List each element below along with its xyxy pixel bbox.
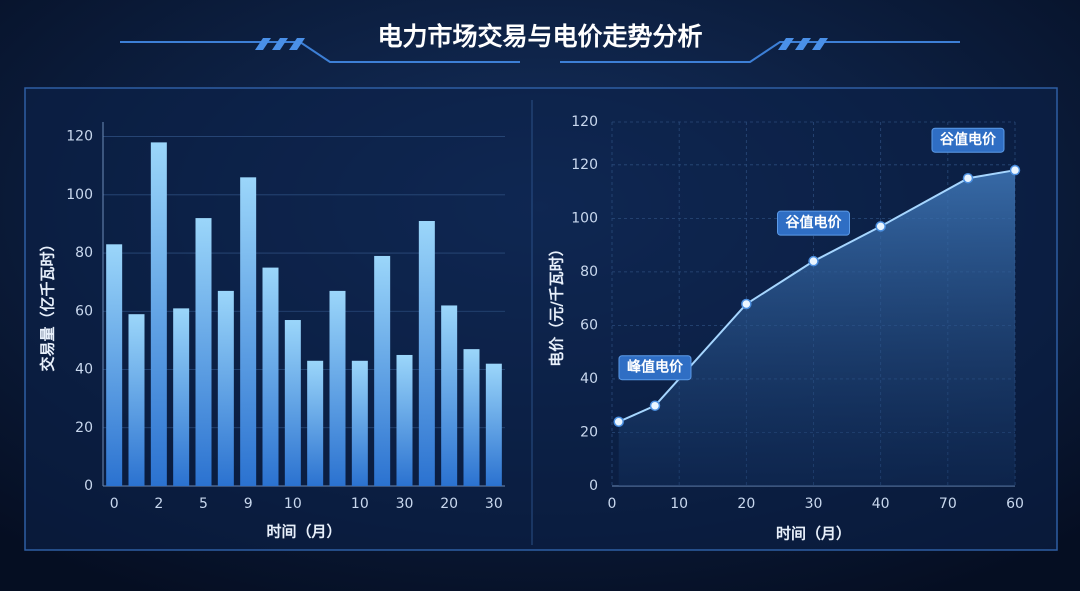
x-tick-label: 30 bbox=[396, 496, 414, 512]
bar bbox=[262, 267, 279, 486]
y-tick-label: 80 bbox=[580, 264, 598, 280]
x-tick-label: 30 bbox=[485, 496, 503, 512]
x-tick-label: 10 bbox=[670, 496, 688, 512]
point bbox=[1009, 164, 1021, 176]
x-tick-label: 40 bbox=[872, 496, 890, 512]
y-tick-label: 40 bbox=[75, 362, 93, 378]
bar bbox=[106, 244, 123, 486]
bar bbox=[173, 308, 190, 486]
bar bbox=[307, 360, 324, 486]
annotation: 峰值电价 bbox=[627, 359, 684, 376]
bar bbox=[128, 314, 145, 486]
annotation-box bbox=[618, 355, 692, 381]
y-tick-label: 80 bbox=[75, 245, 93, 261]
bar bbox=[240, 177, 257, 486]
bar bbox=[485, 363, 502, 486]
x-tick-label: 20 bbox=[737, 496, 755, 512]
point bbox=[613, 416, 624, 428]
x-tick-label: 30 bbox=[805, 496, 823, 512]
y-tick-label: 20 bbox=[580, 424, 598, 440]
point bbox=[808, 255, 819, 267]
page-title: 电力市场交易与电价走势分析 bbox=[377, 22, 702, 51]
y-tick-label: 100 bbox=[66, 187, 93, 203]
bar bbox=[463, 349, 480, 486]
y-tick-label: 100 bbox=[571, 210, 598, 226]
y-tick-label: 40 bbox=[580, 371, 598, 387]
x-tick-label: 9 bbox=[244, 496, 253, 512]
y-tick-label: 60 bbox=[75, 303, 93, 319]
point bbox=[962, 172, 974, 184]
annotation: 谷值电价 bbox=[940, 131, 997, 148]
y-axis-label: 电价（元/千瓦时） bbox=[548, 241, 566, 366]
bar bbox=[284, 320, 301, 486]
bar bbox=[195, 218, 212, 486]
x-tick-label: 2 bbox=[154, 496, 163, 512]
bar bbox=[374, 255, 391, 486]
bar bbox=[217, 290, 234, 486]
x-tick-label: 0 bbox=[608, 496, 617, 512]
y-tick-label: 0 bbox=[589, 478, 598, 494]
x-tick-label: 0 bbox=[110, 496, 119, 512]
y-tick-label: 20 bbox=[75, 420, 93, 436]
x-tick-label: 10 bbox=[351, 496, 369, 512]
bar bbox=[150, 142, 167, 486]
x-tick-label: 5 bbox=[199, 496, 208, 512]
point bbox=[649, 400, 661, 411]
annotation-box bbox=[931, 127, 1005, 153]
y-tick-label: 60 bbox=[580, 317, 598, 333]
area bbox=[618, 170, 1015, 487]
y-tick-label: 0 bbox=[84, 478, 93, 494]
bar bbox=[441, 305, 458, 486]
annotation: 谷值电价 bbox=[786, 214, 843, 231]
x-tick-label: 70 bbox=[939, 496, 957, 512]
y-axis-label: 交易量（亿千瓦时） bbox=[39, 236, 57, 371]
point bbox=[741, 298, 752, 310]
x-tick-label: 60 bbox=[1006, 496, 1024, 512]
bar bbox=[329, 290, 346, 486]
x-axis-label: 时间（月） bbox=[776, 525, 851, 543]
header-decoration bbox=[120, 38, 960, 63]
bar bbox=[396, 354, 413, 486]
x-axis-label: 时间（月） bbox=[266, 523, 341, 541]
y-tick-label: 120 bbox=[66, 129, 93, 145]
y-tick-label: 120 bbox=[571, 157, 598, 173]
annotation-box bbox=[777, 210, 850, 236]
bar bbox=[351, 360, 368, 486]
point bbox=[875, 221, 886, 232]
x-tick-label: 10 bbox=[284, 496, 302, 512]
y-tick-label: 120 bbox=[571, 114, 598, 130]
bar bbox=[418, 221, 435, 486]
x-tick-label: 20 bbox=[440, 496, 458, 512]
